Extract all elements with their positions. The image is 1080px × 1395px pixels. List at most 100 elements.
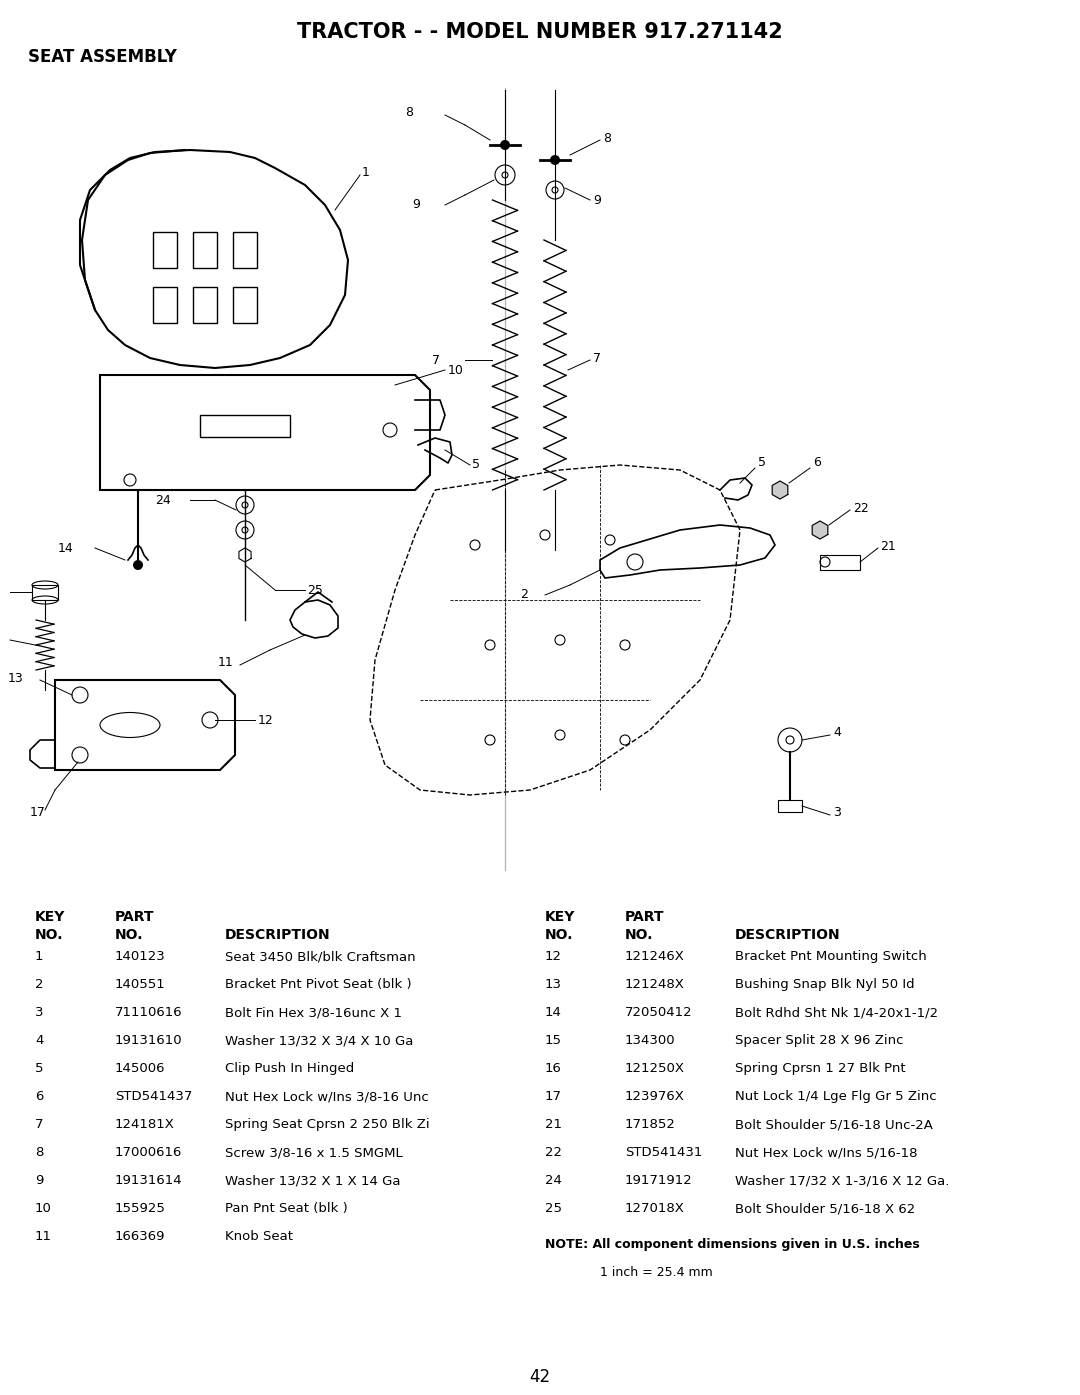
Text: 8: 8 <box>603 131 611 145</box>
Text: 15: 15 <box>545 1034 562 1048</box>
Text: NO.: NO. <box>114 928 144 942</box>
Bar <box>153 287 177 324</box>
Text: Bolt Shoulder 5/16-18 X 62: Bolt Shoulder 5/16-18 X 62 <box>735 1202 915 1215</box>
Text: 3: 3 <box>833 806 841 819</box>
Polygon shape <box>772 481 787 499</box>
Text: PART: PART <box>625 910 664 923</box>
Text: Bracket Pnt Pivot Seat (blk ): Bracket Pnt Pivot Seat (blk ) <box>225 978 411 990</box>
Bar <box>820 555 860 571</box>
Text: 9: 9 <box>411 198 420 212</box>
Text: 155925: 155925 <box>114 1202 166 1215</box>
Text: Spring Cprsn 1 27 Blk Pnt: Spring Cprsn 1 27 Blk Pnt <box>735 1062 906 1076</box>
Text: 19131614: 19131614 <box>114 1175 183 1187</box>
Text: 124181X: 124181X <box>114 1117 175 1131</box>
Text: 14: 14 <box>58 541 73 554</box>
Text: 19171912: 19171912 <box>625 1175 692 1187</box>
Text: 16: 16 <box>545 1062 562 1076</box>
Text: 8: 8 <box>35 1147 43 1159</box>
Text: Bracket Pnt Mounting Switch: Bracket Pnt Mounting Switch <box>735 950 927 963</box>
Text: Spacer Split 28 X 96 Zinc: Spacer Split 28 X 96 Zinc <box>735 1034 904 1048</box>
Text: 9: 9 <box>593 194 600 206</box>
Text: 71110616: 71110616 <box>114 1006 183 1018</box>
Text: 166369: 166369 <box>114 1230 165 1243</box>
Text: 13: 13 <box>8 671 24 685</box>
Text: 14: 14 <box>545 1006 562 1018</box>
Text: 9: 9 <box>35 1175 43 1187</box>
Text: 171852: 171852 <box>625 1117 676 1131</box>
Text: NO.: NO. <box>625 928 653 942</box>
Text: 5: 5 <box>758 456 766 469</box>
Circle shape <box>133 559 143 571</box>
Text: Washer 17/32 X 1-3/16 X 12 Ga.: Washer 17/32 X 1-3/16 X 12 Ga. <box>735 1175 949 1187</box>
Text: Bolt Rdhd Sht Nk 1/4-20x1-1/2: Bolt Rdhd Sht Nk 1/4-20x1-1/2 <box>735 1006 939 1018</box>
Text: 140551: 140551 <box>114 978 165 990</box>
Text: 17: 17 <box>30 805 45 819</box>
Text: 19131610: 19131610 <box>114 1034 183 1048</box>
Text: 121248X: 121248X <box>625 978 685 990</box>
Text: NOTE: All component dimensions given in U.S. inches: NOTE: All component dimensions given in … <box>545 1237 920 1251</box>
Text: 6: 6 <box>35 1089 43 1103</box>
Text: 1: 1 <box>362 166 369 180</box>
Text: DESCRIPTION: DESCRIPTION <box>225 928 330 942</box>
Text: NO.: NO. <box>545 928 573 942</box>
Text: 134300: 134300 <box>625 1034 676 1048</box>
Text: 4: 4 <box>35 1034 43 1048</box>
Text: NO.: NO. <box>35 928 64 942</box>
Text: SEAT ASSEMBLY: SEAT ASSEMBLY <box>28 47 177 66</box>
Bar <box>193 232 217 268</box>
Text: Pan Pnt Seat (blk ): Pan Pnt Seat (blk ) <box>225 1202 348 1215</box>
Text: 72050412: 72050412 <box>625 1006 692 1018</box>
Text: 17: 17 <box>545 1089 562 1103</box>
Text: STD541437: STD541437 <box>114 1089 192 1103</box>
Text: 8: 8 <box>405 106 413 120</box>
Bar <box>153 232 177 268</box>
Circle shape <box>550 155 561 165</box>
Text: 1 inch = 25.4 mm: 1 inch = 25.4 mm <box>600 1267 713 1279</box>
Text: Bushing Snap Blk Nyl 50 Id: Bushing Snap Blk Nyl 50 Id <box>735 978 915 990</box>
Text: 10: 10 <box>35 1202 52 1215</box>
Text: 21: 21 <box>545 1117 562 1131</box>
Text: 24: 24 <box>545 1175 562 1187</box>
Text: 22: 22 <box>545 1147 562 1159</box>
Text: PART: PART <box>114 910 154 923</box>
Text: 121246X: 121246X <box>625 950 685 963</box>
Text: 11: 11 <box>35 1230 52 1243</box>
Text: Nut Lock 1/4 Lge Flg Gr 5 Zinc: Nut Lock 1/4 Lge Flg Gr 5 Zinc <box>735 1089 936 1103</box>
Text: 123976X: 123976X <box>625 1089 685 1103</box>
Text: 1: 1 <box>35 950 43 963</box>
Text: 145006: 145006 <box>114 1062 165 1076</box>
Text: 2: 2 <box>35 978 43 990</box>
Text: Screw 3/8-16 x 1.5 SMGML: Screw 3/8-16 x 1.5 SMGML <box>225 1147 403 1159</box>
Text: Nut Hex Lock w/Ins 5/16-18: Nut Hex Lock w/Ins 5/16-18 <box>735 1147 918 1159</box>
Text: Bolt Fin Hex 3/8-16unc X 1: Bolt Fin Hex 3/8-16unc X 1 <box>225 1006 402 1018</box>
Text: 7: 7 <box>593 352 600 364</box>
Text: 3: 3 <box>35 1006 43 1018</box>
Text: KEY: KEY <box>545 910 576 923</box>
Text: Nut Hex Lock w/Ins 3/8-16 Unc: Nut Hex Lock w/Ins 3/8-16 Unc <box>225 1089 429 1103</box>
Text: 2: 2 <box>519 589 528 601</box>
Text: 25: 25 <box>545 1202 562 1215</box>
Bar <box>32 585 58 600</box>
Bar <box>233 287 257 324</box>
Text: 5: 5 <box>35 1062 43 1076</box>
Text: 12: 12 <box>258 713 273 727</box>
Text: 13: 13 <box>545 978 562 990</box>
Bar <box>233 232 257 268</box>
Bar <box>778 799 802 812</box>
Text: 121250X: 121250X <box>625 1062 685 1076</box>
Circle shape <box>500 140 510 151</box>
Text: TRACTOR - - MODEL NUMBER 917.271142: TRACTOR - - MODEL NUMBER 917.271142 <box>297 22 783 42</box>
Text: KEY: KEY <box>35 910 66 923</box>
Text: 4: 4 <box>833 727 841 739</box>
Text: Spring Seat Cprsn 2 250 Blk Zi: Spring Seat Cprsn 2 250 Blk Zi <box>225 1117 430 1131</box>
Text: 7: 7 <box>432 353 440 367</box>
Bar <box>193 287 217 324</box>
Text: 127018X: 127018X <box>625 1202 685 1215</box>
Text: Seat 3450 Blk/blk Craftsman: Seat 3450 Blk/blk Craftsman <box>225 950 416 963</box>
Text: 25: 25 <box>307 583 323 597</box>
Text: Washer 13/32 X 1 X 14 Ga: Washer 13/32 X 1 X 14 Ga <box>225 1175 401 1187</box>
Bar <box>200 414 291 437</box>
Text: Clip Push In Hinged: Clip Push In Hinged <box>225 1062 354 1076</box>
Text: 7: 7 <box>35 1117 43 1131</box>
Text: Bolt Shoulder 5/16-18 Unc-2A: Bolt Shoulder 5/16-18 Unc-2A <box>735 1117 933 1131</box>
